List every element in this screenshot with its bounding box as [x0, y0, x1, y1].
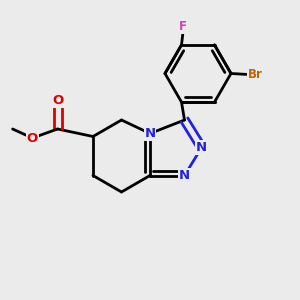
Text: O: O	[52, 94, 63, 107]
Text: N: N	[196, 141, 207, 154]
Text: F: F	[179, 20, 187, 33]
Text: N: N	[179, 169, 190, 182]
Text: Br: Br	[248, 68, 262, 82]
Text: O: O	[27, 131, 38, 145]
Text: N: N	[144, 127, 156, 140]
